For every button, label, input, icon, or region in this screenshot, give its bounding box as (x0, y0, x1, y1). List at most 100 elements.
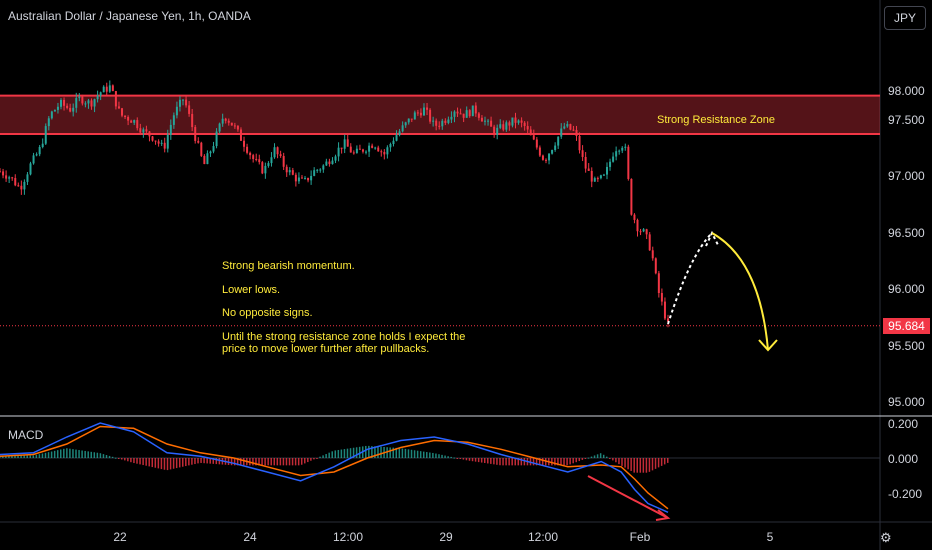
macd-histogram-bar (651, 458, 654, 471)
macd-histogram-bar (243, 458, 245, 466)
macd-histogram-bar (252, 458, 254, 466)
candle-body (0, 171, 1, 173)
candle-body (483, 120, 486, 122)
price-tick: 95.000 (888, 395, 925, 409)
macd-histogram-bar (294, 458, 297, 466)
candle-body (114, 91, 117, 107)
candle-body (548, 153, 551, 161)
annotation-note: No opposite signs. (222, 307, 313, 319)
macd-histogram-bar (236, 458, 239, 466)
candle-body (575, 129, 578, 137)
candle-body (395, 135, 398, 141)
macd-histogram-bar (148, 458, 150, 467)
macd-histogram-bar (17, 455, 19, 458)
candle-body (90, 100, 93, 107)
macd-histogram-bar (111, 456, 114, 458)
macd-histogram-bar (20, 455, 22, 458)
candle-body (578, 136, 581, 151)
candle-body (56, 106, 59, 110)
macd-histogram-bar (75, 449, 77, 458)
candle-body (535, 139, 538, 148)
candle-body (517, 120, 520, 123)
candle-body (490, 120, 493, 127)
candle-body (383, 152, 386, 155)
candle-body (84, 103, 87, 105)
macd-histogram-bar (340, 449, 343, 458)
candle-body (133, 120, 136, 123)
candle-body (172, 115, 175, 125)
gear-icon[interactable]: ⚙ (880, 530, 892, 545)
candle-body (255, 158, 258, 160)
candle-body (151, 136, 154, 141)
candle-body (612, 156, 615, 162)
macd-histogram-bar (136, 458, 138, 464)
candle-body (401, 125, 404, 132)
annotation-conclusion: price to move lower further after pullba… (222, 343, 430, 355)
macd-histogram-bar (487, 458, 489, 464)
macd-histogram-bar (72, 449, 74, 458)
candle-body (505, 122, 508, 130)
macd-histogram-bar (151, 458, 154, 468)
candle-body (471, 105, 474, 117)
candle-body (111, 85, 114, 92)
candle-body (206, 153, 209, 165)
candle-body (136, 120, 139, 129)
macd-histogram-bar (157, 458, 160, 469)
candle-body (334, 156, 337, 161)
candle-body (307, 177, 310, 181)
candle-body (316, 169, 319, 171)
macd-histogram-bar (337, 449, 340, 458)
candle-body (252, 155, 255, 159)
macd-histogram-bar (413, 450, 416, 458)
macd-histogram-bar (212, 458, 215, 464)
price-tick: 97.500 (888, 113, 925, 127)
candle-body (200, 142, 203, 156)
macd-histogram-bar (612, 458, 614, 461)
macd-histogram-bar (279, 458, 282, 466)
macd-histogram-bar (282, 458, 285, 466)
macd-histogram-bar (581, 458, 584, 460)
candle-body (212, 146, 215, 152)
macd-histogram-bar (185, 458, 187, 467)
candle-body (602, 174, 605, 176)
macd-histogram-bar (102, 454, 105, 458)
macd-histogram-bar (578, 458, 581, 462)
candle-body (69, 107, 72, 112)
candle-body (47, 118, 50, 127)
candle-body (633, 214, 636, 220)
candle-body (538, 147, 541, 156)
candle-body (532, 135, 535, 140)
candle-body (554, 145, 557, 150)
macd-histogram-bar (53, 450, 56, 458)
macd-histogram-bar (416, 450, 419, 458)
candle-body (310, 175, 313, 181)
candle-body (96, 95, 99, 100)
candle-body (157, 141, 160, 144)
candle-body (499, 124, 502, 128)
macd-histogram-bar (496, 458, 498, 465)
macd-histogram-bar (535, 458, 538, 466)
candle-body (239, 129, 242, 141)
candle-body (624, 146, 627, 148)
candle-body (413, 112, 416, 120)
candle-body (8, 177, 11, 179)
macd-histogram-bar (218, 458, 221, 465)
candle-body (29, 163, 32, 175)
candle-body (215, 131, 218, 147)
candle-body (127, 116, 130, 121)
macd-histogram-bar (407, 449, 410, 458)
macd-tick: 0.000 (888, 452, 919, 466)
candle-body (453, 111, 456, 117)
candle-body (93, 99, 96, 107)
candle-body (596, 178, 599, 180)
currency-button[interactable]: JPY (884, 6, 926, 30)
candle-body (560, 128, 563, 137)
bearish-projection (711, 232, 769, 351)
macd-histogram-bar (386, 447, 388, 458)
time-label: 24 (243, 530, 257, 544)
time-label: 12:00 (527, 530, 559, 544)
macd-histogram-bar (331, 451, 333, 458)
candle-body (108, 85, 111, 92)
candle-body (493, 126, 496, 135)
